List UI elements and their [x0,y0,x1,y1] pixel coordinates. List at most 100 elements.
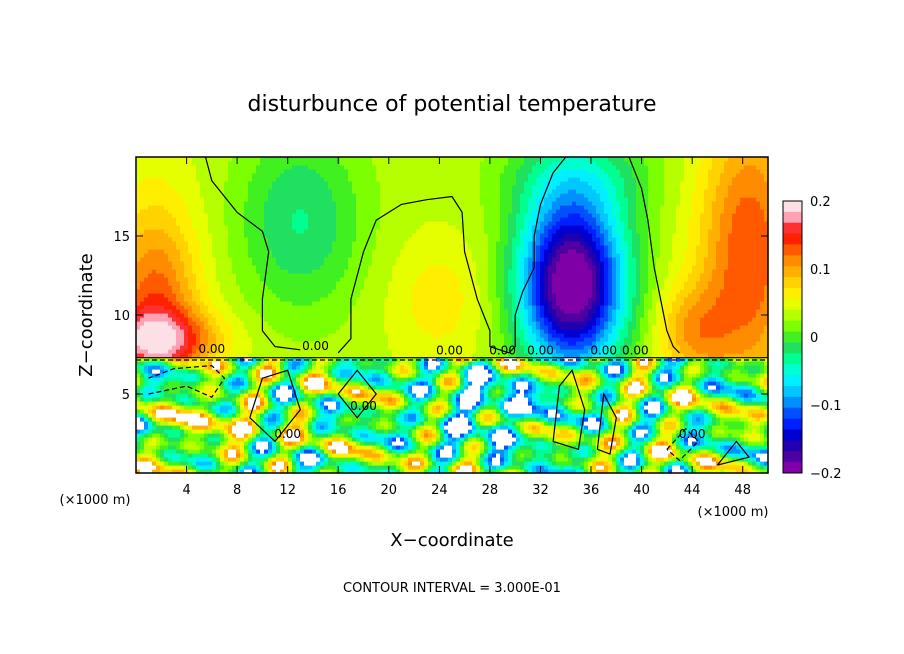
heatmap-cell [204,321,209,326]
heatmap-cell [160,297,165,302]
heatmap-cell [340,289,345,294]
heatmap-cell [212,197,217,202]
heatmap-cell [316,209,321,214]
heatmap-cell [176,469,181,474]
heatmap-cell [160,461,165,466]
heatmap-cell [208,165,213,170]
heatmap-cell [152,329,157,334]
heatmap-cell [268,449,273,454]
heatmap-cell [384,465,389,470]
heatmap-cell [136,353,141,358]
heatmap-cell [340,205,345,210]
heatmap-cell [296,417,301,422]
heatmap-cell [168,237,173,242]
heatmap-cell [276,397,281,402]
heatmap-cell [312,181,317,186]
heatmap-cell [144,189,149,194]
heatmap-cell [244,165,249,170]
heatmap-cell [320,305,325,310]
heatmap-cell [308,429,313,434]
heatmap-cell [276,321,281,326]
heatmap-cell [340,449,345,454]
heatmap-cell [284,401,289,406]
heatmap-cell [380,221,385,226]
heatmap-cell [296,465,301,470]
heatmap-cell [236,161,241,166]
heatmap-cell [356,257,361,262]
heatmap-cell [372,429,377,434]
heatmap-cell [228,197,233,202]
heatmap-cell [312,289,317,294]
heatmap-cell [384,225,389,230]
heatmap-cell [368,393,373,398]
heatmap-cell [292,249,297,254]
heatmap-cell [212,465,217,470]
heatmap-cell [164,313,169,318]
heatmap-cell [384,317,389,322]
heatmap-cell [244,157,249,162]
heatmap-cell [196,357,201,362]
heatmap-cell [156,453,161,458]
heatmap-cell [260,405,265,410]
heatmap-cell [228,245,233,250]
heatmap-cell [228,333,233,338]
heatmap-cell [292,341,297,346]
heatmap-cell [208,345,213,350]
heatmap-cell [352,365,357,370]
heatmap-cell [308,261,313,266]
heatmap-cell [164,301,169,306]
heatmap-cell [136,277,141,282]
heatmap-cell [284,321,289,326]
heatmap-cell [328,189,333,194]
heatmap-cell [264,397,269,402]
heatmap-cell [384,305,389,310]
heatmap-cell [216,397,221,402]
heatmap-cell [228,429,233,434]
heatmap-cell [152,449,157,454]
heatmap-cell [308,213,313,218]
heatmap-cell [236,353,241,358]
heatmap-cell [236,261,241,266]
heatmap-cell [260,249,265,254]
heatmap-cell [308,297,313,302]
heatmap-cell [344,377,349,382]
heatmap-cell [304,273,309,278]
heatmap-cell [148,265,153,270]
heatmap-cell [204,285,209,290]
heatmap-cell [384,221,389,226]
heatmap-cell [308,405,313,410]
heatmap-cell [264,365,269,370]
heatmap-cell [144,429,149,434]
heatmap-cell [160,189,165,194]
heatmap-cell [176,197,181,202]
heatmap-cell [348,381,353,386]
heatmap-cell [328,269,333,274]
heatmap-cell [292,345,297,350]
heatmap-cell [236,461,241,466]
heatmap-cell [264,169,269,174]
heatmap-cell [280,161,285,166]
heatmap-cell [152,245,157,250]
heatmap-cell [248,229,253,234]
heatmap-cell [160,393,165,398]
heatmap-cell [216,325,221,330]
heatmap-cell [252,305,257,310]
heatmap-cell [204,425,209,430]
heatmap-cell [344,237,349,242]
heatmap-cell [364,413,369,418]
heatmap-cell [308,249,313,254]
heatmap-cell [164,185,169,190]
heatmap-cell [144,249,149,254]
heatmap-cell [316,269,321,274]
heatmap-cell [188,373,193,378]
heatmap-cell [140,393,145,398]
heatmap-cell [164,269,169,274]
heatmap-cell [284,441,289,446]
heatmap-cell [300,257,305,262]
heatmap-cell [148,325,153,330]
heatmap-cell [244,201,249,206]
heatmap-cell [248,417,253,422]
heatmap-cell [292,333,297,338]
heatmap-cell [192,453,197,458]
heatmap-cell [276,417,281,422]
